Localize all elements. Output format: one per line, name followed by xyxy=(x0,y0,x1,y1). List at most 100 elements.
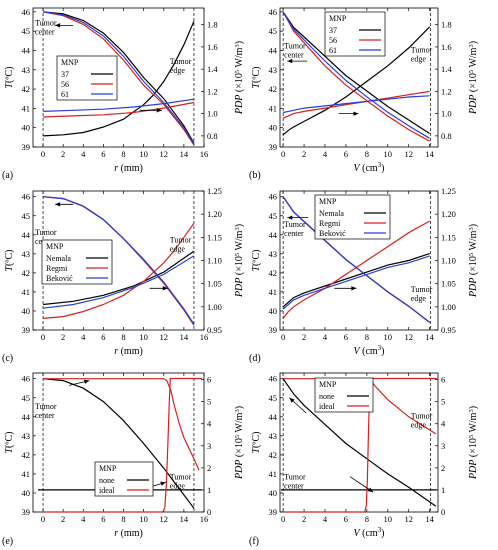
x-tick-label: 14 xyxy=(425,332,434,342)
x-tick-label: 6 xyxy=(344,514,348,524)
x-tick-label: 14 xyxy=(180,149,189,159)
x-tick-label: 16 xyxy=(200,149,209,159)
y-tick-label: 40 xyxy=(269,123,278,133)
tumor-edge-label-line: Tumor xyxy=(411,45,433,54)
y-tick-label: 43 xyxy=(269,431,278,441)
tumor-edge-label: Tumor edge xyxy=(170,473,192,491)
tumor-center-label-line: center xyxy=(284,229,304,238)
tumor-center-label-line: center xyxy=(35,27,55,36)
series-37-pdp xyxy=(43,21,195,137)
y-tick-label: 44 xyxy=(22,230,31,240)
tumor-edge-label: Tumor edge xyxy=(411,412,433,430)
y2-axis-label: PDP (×105 W/m3) xyxy=(234,224,246,298)
tumor-center-label-line: center xyxy=(35,411,55,420)
x-tick-label: 2 xyxy=(61,332,65,342)
y2-axis-label-part: 5 xyxy=(468,435,475,438)
x-tick-label: 0 xyxy=(41,332,45,342)
y-axis-label-part: T xyxy=(4,82,15,89)
y-axis-label: T(ºC) xyxy=(251,67,262,89)
x-tick-label: 8 xyxy=(365,332,369,342)
x-tick-label: 2 xyxy=(61,149,65,159)
y-axis-label-part: T xyxy=(4,265,15,272)
chart-panel-b: 0 2 4 6 8 10 12 1439404142434445460.81.01.21.41… xyxy=(249,7,479,181)
y-tick-label: 43 xyxy=(22,431,31,441)
x-axis-label-part: ) xyxy=(381,163,384,174)
y2-tick-label: 1 xyxy=(207,485,211,495)
x-tick-label: 12 xyxy=(160,332,169,342)
y2-tick-label: 6 xyxy=(441,375,445,385)
y2-tick-label: 4 xyxy=(207,419,212,429)
y2-tick-label: 2 xyxy=(441,463,445,473)
series-37-pdp xyxy=(282,26,431,136)
y-tick-label: 46 xyxy=(22,7,31,17)
y2-tick-label: 1.20 xyxy=(207,209,222,219)
x-tick-label: 8 xyxy=(365,514,369,524)
y2-tick-label: 1.05 xyxy=(441,279,456,289)
x-tick-label: 8 xyxy=(121,514,125,524)
y2-axis-label-part: PDP xyxy=(468,278,479,298)
x-axis-label: V (cm3) xyxy=(354,161,385,174)
y-axis-label: T(ºC) xyxy=(251,250,262,272)
tumor-edge-label: Tumor edge xyxy=(411,45,433,63)
x-tick-label: 6 xyxy=(101,149,105,159)
y2-tick-label: 2 xyxy=(207,463,211,473)
tumor-edge-label: Tumor edge xyxy=(170,57,192,75)
y-tick-label: 44 xyxy=(22,45,31,55)
x-tick-label: 14 xyxy=(425,514,434,524)
y2-axis-label-part: W/m xyxy=(468,47,479,70)
x-axis-label: r (mm) xyxy=(114,528,143,539)
x-axis-label-part: r xyxy=(114,346,118,357)
y-axis-label: T(ºC) xyxy=(4,432,15,454)
y2-tick-label: 5 xyxy=(207,397,211,407)
legend-entry-label: 56 xyxy=(329,36,337,45)
legend-title: MNP xyxy=(319,197,337,206)
x-tick-label: 16 xyxy=(200,332,209,342)
y-axis-label: T(ºC) xyxy=(4,250,15,272)
y-tick-label: 42 xyxy=(22,84,31,94)
y-tick-label: 44 xyxy=(22,412,31,422)
y2-tick-label: 1.8 xyxy=(441,20,452,30)
y2-tick-label: 1.2 xyxy=(207,86,218,96)
y2-tick-label: 1.15 xyxy=(207,232,222,242)
x-tick-label: 6 xyxy=(344,332,348,342)
tumor-center-label-line: Tumor xyxy=(284,42,306,51)
x-tick-label: 2 xyxy=(61,514,65,524)
axis-arrow-head xyxy=(55,23,61,28)
y2-tick-label: 6 xyxy=(207,375,211,385)
y2-axis-label-part: ) xyxy=(234,41,245,44)
x-axis-label-part: 3 xyxy=(378,161,382,169)
x-tick-label: 4 xyxy=(81,332,86,342)
y2-axis-label-part: PDP xyxy=(234,95,245,115)
x-axis-label-part: ) xyxy=(381,346,384,357)
y-tick-label: 43 xyxy=(22,65,31,75)
tumor-edge-label-line: Tumor xyxy=(170,473,192,482)
axis-arrow-head xyxy=(160,481,166,486)
axis-arrow-head xyxy=(55,202,61,207)
x-axis-label-part: V xyxy=(354,163,362,174)
y-tick-label: 42 xyxy=(269,84,278,94)
y2-tick-label: 5 xyxy=(441,397,445,407)
tumor-center-label-line: Tumor xyxy=(284,473,306,482)
y-tick-label: 45 xyxy=(22,211,31,221)
axis-arrow-head xyxy=(353,111,359,116)
series-nemala-pdp xyxy=(43,250,195,306)
y2-axis-label-part: 5 xyxy=(468,253,475,256)
y2-tick-label: 1.2 xyxy=(441,86,452,96)
y2-axis-label-part: PDP xyxy=(468,95,479,115)
x-tick-label: 0 xyxy=(41,149,45,159)
x-axis-label-part: (mm) xyxy=(118,346,143,357)
y2-tick-label: 1.15 xyxy=(441,232,456,242)
y2-tick-label: 1.0 xyxy=(441,109,452,119)
axis-arrow-head xyxy=(83,379,90,384)
y-tick-label: 41 xyxy=(22,469,31,479)
x-axis-label-part: (cm xyxy=(360,528,378,539)
axis-arrow-head xyxy=(156,108,162,113)
series-regmi-pdp xyxy=(43,223,195,319)
y-tick-label: 39 xyxy=(22,507,31,517)
y-axis-label-part: T xyxy=(251,265,262,272)
y-tick-label: 40 xyxy=(269,306,278,316)
x-tick-label: 8 xyxy=(121,149,125,159)
